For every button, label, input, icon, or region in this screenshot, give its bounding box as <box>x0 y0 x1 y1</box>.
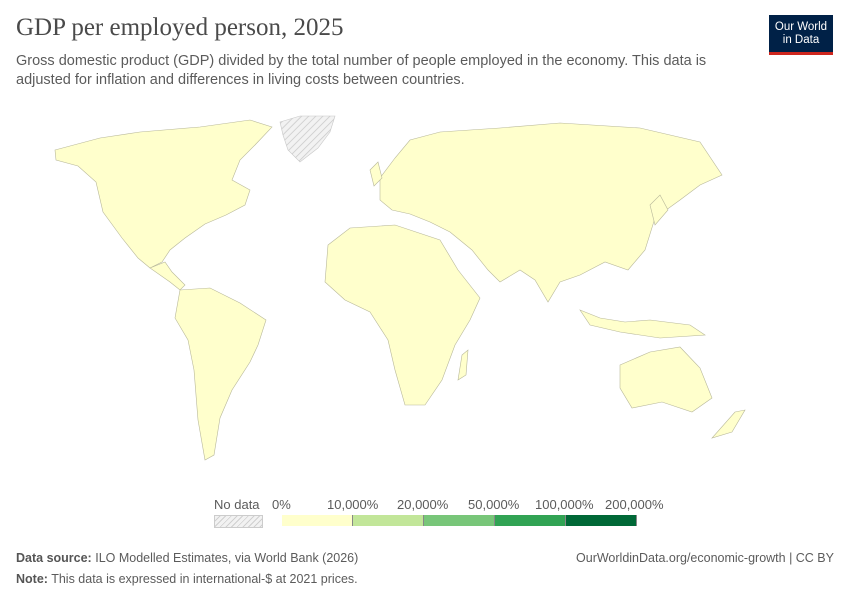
legend-tick: 200,000% <box>605 497 664 512</box>
legend-bin-2[interactable] <box>424 515 495 526</box>
indonesia[interactable] <box>579 309 706 339</box>
japan[interactable] <box>649 194 669 226</box>
legend-bin-4[interactable] <box>566 515 637 526</box>
owid-logo[interactable]: Our World in Data <box>769 15 833 55</box>
logo-line2: in Data <box>782 33 820 46</box>
legend-no-data-label: No data <box>214 497 260 512</box>
central-america[interactable] <box>149 261 186 291</box>
australia[interactable] <box>619 346 713 413</box>
license-link[interactable]: OurWorldinData.org/economic-growth | CC … <box>576 551 834 565</box>
legend-tick: 0% <box>272 497 291 512</box>
legend-bin-1[interactable] <box>353 515 424 526</box>
north-america[interactable] <box>54 119 273 269</box>
source-text[interactable]: ILO Modelled Estimates, via World Bank (… <box>95 551 359 565</box>
chart-subtitle: Gross domestic product (GDP) divided by … <box>16 53 707 88</box>
legend-tick: 10,000% <box>327 497 379 512</box>
note-label: Note: <box>16 572 48 586</box>
legend-no-data-swatch[interactable] <box>214 515 263 528</box>
africa[interactable] <box>324 224 481 406</box>
source-label: Data source: <box>16 551 92 565</box>
legend-bin-0[interactable] <box>282 515 353 526</box>
world-map[interactable] <box>0 100 850 480</box>
legend-tick: 50,000% <box>468 497 520 512</box>
color-legend: No data 0% 10,000% 20,000% 50,000% 100,0… <box>0 497 850 537</box>
note-text: This data is expressed in international-… <box>51 572 358 586</box>
legend-bin-3[interactable] <box>495 515 566 526</box>
south-america[interactable] <box>174 287 267 461</box>
chart-title: GDP per employed person, 2025 <box>16 14 344 41</box>
legend-tick: 20,000% <box>397 497 449 512</box>
footer: Data source: ILO Modelled Estimates, via… <box>16 548 834 590</box>
logo-line1: Our World <box>774 20 828 33</box>
uk[interactable] <box>369 161 383 187</box>
new-zealand[interactable] <box>711 409 746 439</box>
europe-asia[interactable] <box>379 122 723 303</box>
greenland-no-data[interactable] <box>279 115 336 163</box>
madagascar[interactable] <box>457 349 469 381</box>
legend-tick: 100,000% <box>535 497 594 512</box>
